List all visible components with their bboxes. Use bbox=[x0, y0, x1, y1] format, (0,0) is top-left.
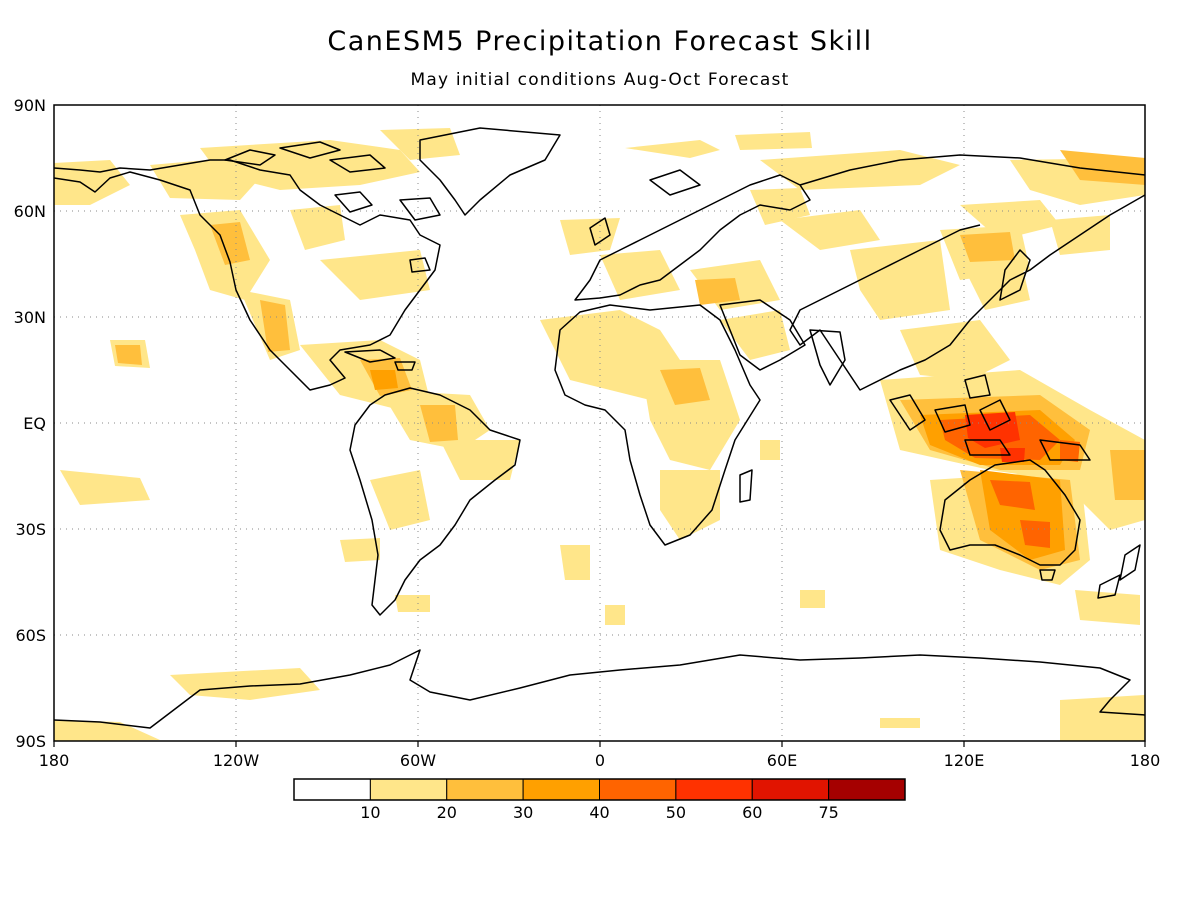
colorbar-tick-label: 10 bbox=[360, 803, 380, 822]
axis-ticks bbox=[53, 741, 1146, 747]
colorbar-box-0 bbox=[293, 778, 371, 801]
lon-label-120w: 120W bbox=[213, 751, 260, 770]
figure-subtitle: May initial conditions Aug-Oct Forecast bbox=[410, 70, 790, 90]
lon-label-60w: 60W bbox=[400, 751, 436, 770]
lon-label-60e: 60E bbox=[767, 751, 797, 770]
colorbar: 10 20 30 40 50 60 75 bbox=[293, 778, 906, 822]
colorbar-box-3 bbox=[522, 778, 600, 801]
asia-coast bbox=[789, 154, 1145, 391]
colorbar-box-2 bbox=[446, 778, 524, 801]
greenland-coast bbox=[419, 127, 561, 216]
lat-label-30n: 30N bbox=[14, 308, 46, 327]
gridlines bbox=[54, 105, 1145, 741]
lat-label-30s: 30S bbox=[15, 520, 46, 539]
colorbar-tick-label: 20 bbox=[437, 803, 457, 822]
lat-label-60s: 60S bbox=[15, 626, 46, 645]
lat-label-90s: 90S bbox=[15, 732, 46, 751]
africa-coast bbox=[554, 304, 761, 546]
colorbar-box-1 bbox=[369, 778, 448, 801]
colorbar-tick-label: 50 bbox=[666, 803, 686, 822]
colorbar-tick-label: 60 bbox=[742, 803, 762, 822]
colorbar-box-7 bbox=[828, 778, 906, 801]
colorbar-frame bbox=[293, 778, 906, 801]
south-america-coast bbox=[349, 387, 521, 616]
coastlines bbox=[54, 127, 1145, 729]
colorbar-box-4 bbox=[599, 778, 677, 801]
lat-label-eq: EQ bbox=[23, 414, 46, 433]
lon-label-120e: 120E bbox=[944, 751, 985, 770]
colorbar-tick-label: 75 bbox=[818, 803, 838, 822]
antarctica-coast bbox=[54, 649, 1145, 729]
colorbar-tick-label: 40 bbox=[589, 803, 609, 822]
colorbar-box-6 bbox=[751, 778, 830, 801]
colorbar-tick-label: 30 bbox=[513, 803, 533, 822]
colorbar-box-5 bbox=[675, 778, 753, 801]
lat-label-90n: 90N bbox=[14, 96, 46, 115]
lon-label-180e: 180 bbox=[1130, 751, 1161, 770]
lon-label-0: 0 bbox=[595, 751, 605, 770]
lon-label-180w: 180 bbox=[39, 751, 70, 770]
europe-coast bbox=[574, 174, 811, 301]
skill-shading bbox=[54, 128, 1145, 741]
figure-title: CanESM5 Precipitation Forecast Skill bbox=[327, 26, 873, 57]
australia-coast bbox=[939, 459, 1081, 566]
lat-labels: 90N 60N 30N EQ 30S 60S 90S bbox=[14, 96, 46, 751]
lat-label-60n: 60N bbox=[14, 202, 46, 221]
lon-labels: 180 120W 60W 0 60E 120E 180 bbox=[39, 751, 1161, 770]
